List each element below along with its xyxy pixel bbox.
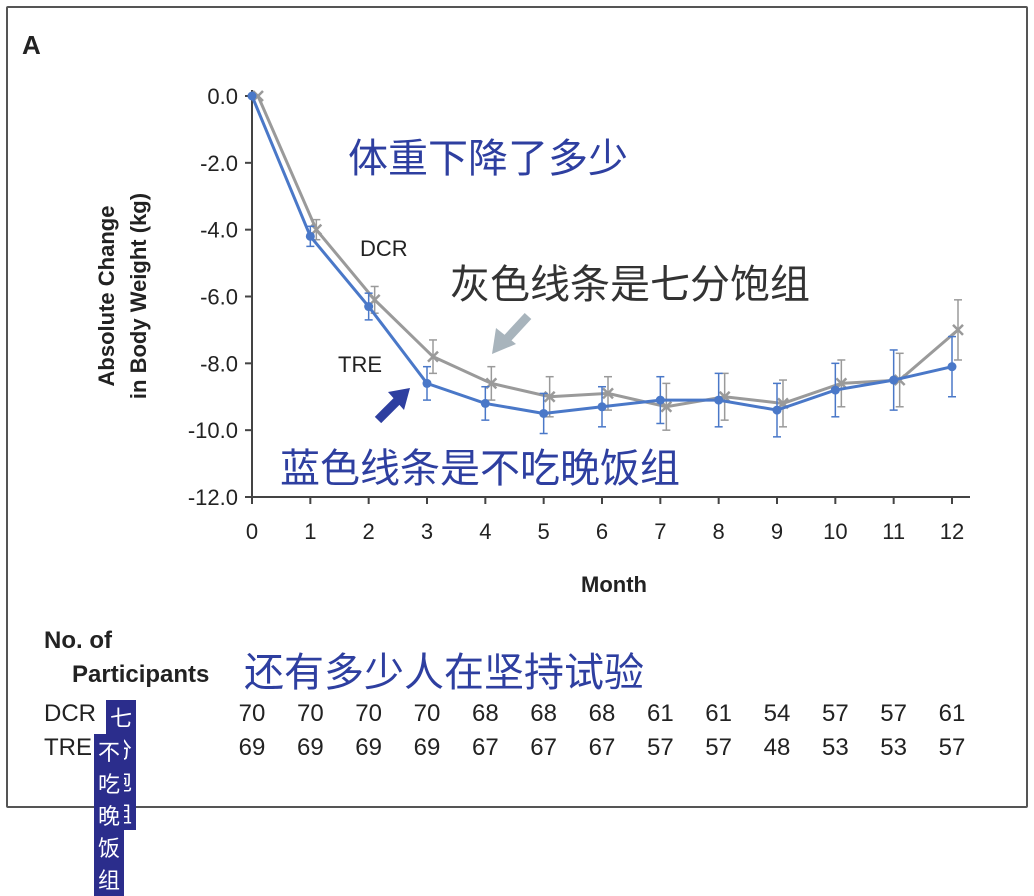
count-cell: 54 <box>763 700 791 727</box>
y-tick-label: -2.0 <box>200 151 238 176</box>
count-cell: 67 <box>588 734 616 761</box>
x-tick-label: 7 <box>654 519 666 544</box>
data-point <box>364 302 374 312</box>
count-cell: 57 <box>880 700 907 727</box>
data-point <box>602 387 614 400</box>
x-tick-label: 5 <box>538 519 550 544</box>
figure-frame <box>6 6 1028 808</box>
data-point <box>539 408 549 418</box>
x-tick-label: 3 <box>421 519 433 544</box>
data-point <box>305 231 315 241</box>
row-label: DCR <box>44 700 96 727</box>
count-cell: 69 <box>296 734 324 761</box>
panel-label: A <box>22 30 41 60</box>
row-tag: 不吃晚饭组 <box>94 734 125 896</box>
data-point <box>714 395 724 405</box>
y-axis-label-line1: Absolute Change <box>94 206 119 387</box>
participants-heading: No. of Participants <box>44 624 209 692</box>
count-cell: 57 <box>646 734 674 761</box>
count-cell: 68 <box>471 700 499 727</box>
annotation-gray-line: 灰色线条是七分饱组 <box>450 262 810 308</box>
count-cell: 48 <box>763 734 791 761</box>
data-point <box>889 375 899 385</box>
participants-heading-line2: Participants <box>72 661 210 688</box>
x-tick-label: 4 <box>479 519 491 544</box>
y-tick-label: -12.0 <box>188 485 238 510</box>
x-tick-label: 12 <box>940 519 964 544</box>
count-cell: 69 <box>238 734 266 761</box>
data-point <box>480 398 490 408</box>
y-tick-label: -6.0 <box>200 285 238 310</box>
count-cell: 61 <box>938 700 966 727</box>
count-cell: 61 <box>705 700 732 727</box>
gray-arrow-icon <box>492 312 532 354</box>
count-cell: 67 <box>471 734 499 761</box>
y-tick-label: -10.0 <box>188 418 238 443</box>
row-label: TRE <box>44 734 92 761</box>
x-axis-label: Month <box>581 572 647 597</box>
series-tre <box>247 91 957 438</box>
series-label-dcr: DCR <box>360 236 408 261</box>
count-cell: 67 <box>530 734 557 761</box>
x-tick-label: 10 <box>823 519 847 544</box>
x-tick-label: 1 <box>304 519 316 544</box>
data-point <box>830 385 840 395</box>
x-tick-label: 11 <box>882 519 905 544</box>
x-tick-label: 6 <box>596 519 608 544</box>
annotation-blue-line: 蓝色线条是不吃晚饭组 <box>280 446 680 492</box>
participants-heading-line1: No. of <box>44 627 112 654</box>
data-point <box>427 350 439 363</box>
count-cell: 68 <box>588 700 616 727</box>
x-tick-label: 8 <box>713 519 725 544</box>
annotation-title: 体重下降了多少 <box>348 136 628 182</box>
data-point <box>947 362 957 372</box>
y-axis-label-line2: in Body Weight (kg) <box>126 193 151 399</box>
count-cell: 61 <box>646 700 674 727</box>
count-cell: 70 <box>413 700 441 727</box>
data-point <box>655 395 665 405</box>
data-point <box>422 378 432 388</box>
weight-change-chart: 0.0-2.0-4.0-6.0-8.0-10.0-12.00 1 2 3 4 5 6 7 8 9 1… <box>94 84 970 597</box>
annotation-participants: 还有多少人在坚持试验 <box>244 650 644 696</box>
y-tick-label: 0.0 <box>207 84 238 109</box>
series-label-tre: TRE <box>338 352 382 377</box>
count-cell: 70 <box>238 700 266 727</box>
count-cell: 70 <box>296 700 324 727</box>
count-cell: 69 <box>355 734 382 761</box>
axes: 0.0-2.0-4.0-6.0-8.0-10.0-12.00 1 2 3 4 5 6 7 8 9 1… <box>188 84 970 544</box>
data-point <box>952 324 964 336</box>
y-tick-label: -4.0 <box>200 218 238 243</box>
count-cell: 53 <box>821 734 849 761</box>
count-cell: 68 <box>530 700 557 727</box>
count-cell: 57 <box>938 734 966 761</box>
count-cell: 70 <box>355 700 382 727</box>
y-tick-label: -8.0 <box>200 351 238 376</box>
count-cell: 69 <box>413 734 441 761</box>
x-tick-label: 2 <box>363 519 375 544</box>
series-group <box>247 90 964 438</box>
data-point <box>597 402 607 412</box>
data-point <box>772 405 782 415</box>
count-cell: 57 <box>821 700 849 727</box>
count-cell: 53 <box>880 734 907 761</box>
count-cell: 57 <box>705 734 732 761</box>
x-tick-label: 0 <box>246 519 258 544</box>
x-tick-label: 9 <box>771 519 783 544</box>
blue-arrow-icon <box>374 388 410 424</box>
data-point <box>247 91 257 101</box>
